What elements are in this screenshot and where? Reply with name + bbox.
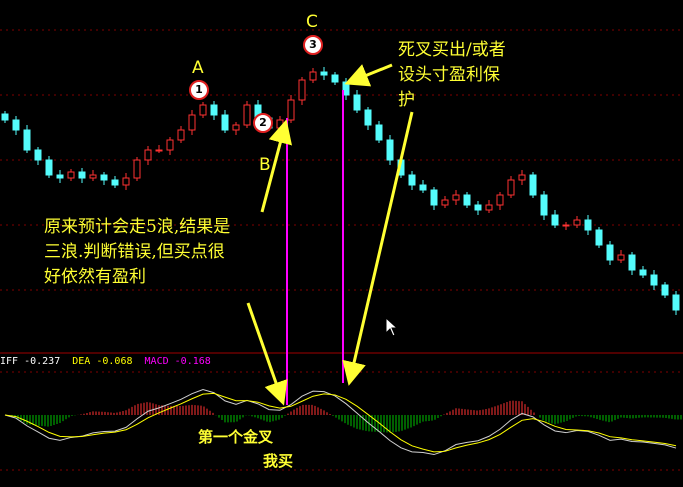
candle-body	[474, 204, 482, 211]
buy-note: 第一个金叉 我买	[198, 425, 293, 473]
wave-label-b: B	[259, 155, 271, 175]
arrow-to-b	[260, 119, 293, 213]
candle-body	[529, 174, 537, 196]
candle-body	[210, 104, 218, 116]
candle-body	[661, 284, 669, 296]
indicator-readout: IFF -0.237 DEA -0.068 MACD -0.168	[0, 356, 211, 367]
candle-body	[507, 179, 515, 196]
wave-number-2: 2	[253, 113, 273, 133]
candle-body	[188, 114, 196, 131]
candle-body	[639, 269, 647, 276]
candle-body	[584, 219, 592, 231]
candle-body	[177, 129, 185, 141]
arrow-to-death-cross	[342, 111, 414, 386]
candle-body	[518, 174, 526, 181]
macd-value: -0.168	[174, 356, 211, 367]
candle-body	[628, 254, 636, 271]
candle-body	[34, 149, 42, 161]
macd-label: MACD	[144, 356, 169, 367]
arrow-to-golden-cross	[246, 302, 288, 406]
note-line: 三浪.判断错误,但买点很	[44, 242, 225, 262]
candle-body	[463, 194, 471, 206]
candle-body	[617, 254, 625, 261]
diff-line	[4, 388, 677, 456]
candle-body	[331, 74, 339, 83]
sell-note: 死叉买出/或者 设头寸盈利保 护	[398, 38, 506, 113]
candle-body	[199, 104, 207, 116]
wave-number-3: 3	[303, 35, 323, 55]
candle-body	[441, 199, 449, 206]
note-line: 死叉买出/或者	[398, 40, 506, 60]
candle-body	[23, 129, 31, 151]
candle-body	[353, 94, 361, 111]
candle-body	[452, 194, 460, 201]
expectation-note: 原来预计会走5浪,结果是 三浪.判断错误,但买点很 好依然有盈利	[44, 215, 230, 290]
candle-body	[12, 119, 20, 131]
candle-body	[276, 119, 284, 129]
candle-body	[287, 99, 295, 121]
candle-body	[419, 184, 427, 191]
candle-body	[166, 139, 174, 151]
candle-body	[573, 219, 581, 226]
candle-body	[45, 159, 53, 176]
note-line: 第一个金叉	[198, 428, 274, 446]
candle-body	[67, 171, 75, 179]
arrow-to-peak	[344, 63, 393, 87]
candle-body	[562, 224, 570, 227]
candle-body	[551, 214, 559, 226]
candle-body	[89, 174, 97, 179]
wave-label-a: A	[192, 58, 204, 78]
note-line: 好依然有盈利	[44, 267, 146, 287]
note-line: 设头寸盈利保	[398, 65, 500, 85]
candle-body	[496, 194, 504, 206]
candle-body	[309, 71, 317, 81]
candle-body	[606, 244, 614, 261]
candle-body	[298, 79, 306, 101]
mouse-cursor-icon	[385, 316, 399, 337]
candle-body	[232, 124, 240, 131]
candle-body	[364, 109, 372, 126]
candle-body	[111, 179, 119, 186]
diff-value: -0.237	[24, 356, 61, 367]
note-line: 我买	[263, 452, 294, 470]
candle-body	[100, 174, 108, 181]
note-line: 原来预计会走5浪,结果是	[44, 217, 231, 237]
note-line: 护	[398, 90, 415, 110]
candle-body	[1, 113, 9, 121]
candle-body	[144, 149, 152, 161]
candle-body	[78, 171, 86, 179]
candle-body	[375, 124, 383, 141]
dea-label: DEA	[72, 356, 91, 367]
candle-body	[408, 174, 416, 186]
candle-body	[485, 204, 493, 211]
candle-body	[221, 114, 229, 131]
candle-body	[243, 104, 251, 126]
candle-body	[430, 189, 438, 206]
dea-value: -0.068	[96, 356, 133, 367]
candle-body	[672, 294, 680, 311]
candle-body	[122, 177, 130, 186]
candle-body	[133, 159, 141, 179]
candle-body	[155, 149, 163, 152]
wave-number-1: 1	[189, 80, 209, 100]
candle-body	[56, 174, 64, 179]
candle-body	[320, 71, 328, 76]
dea-line	[4, 392, 677, 453]
candle-body	[595, 229, 603, 246]
diff-label: IFF	[0, 356, 19, 367]
candle-body	[540, 194, 548, 216]
wave-label-c: C	[306, 12, 318, 32]
candle-body	[386, 139, 394, 161]
candle-body	[650, 274, 658, 286]
